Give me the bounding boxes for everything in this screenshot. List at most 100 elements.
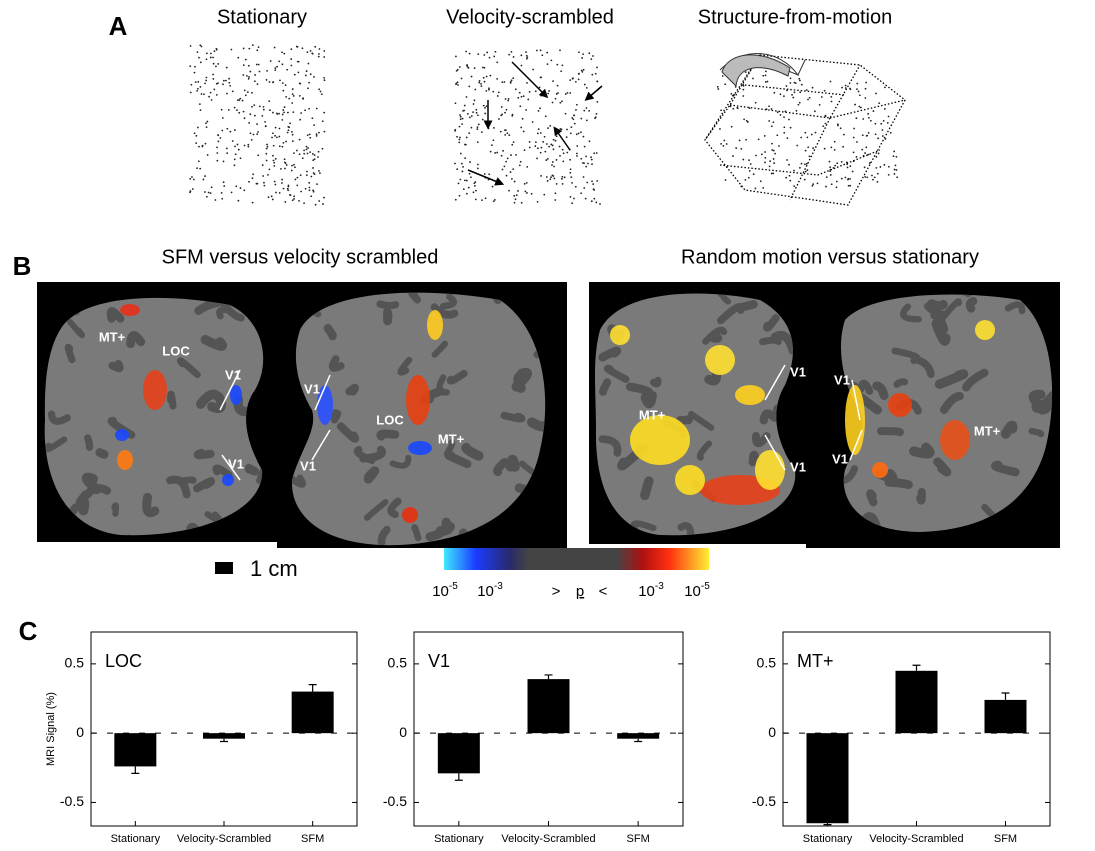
dot xyxy=(755,155,757,157)
dot xyxy=(783,126,785,128)
dot xyxy=(735,147,737,149)
dot xyxy=(773,162,775,164)
dot xyxy=(274,181,276,183)
chart-title: MT+ xyxy=(797,651,834,671)
dot xyxy=(540,175,542,177)
dot xyxy=(247,91,249,93)
dot xyxy=(830,146,832,148)
dot xyxy=(256,183,258,185)
dot xyxy=(197,88,199,90)
dot xyxy=(562,64,564,66)
dot xyxy=(294,166,296,168)
dot xyxy=(848,185,850,187)
dot xyxy=(303,202,305,204)
dot xyxy=(306,51,308,53)
dot xyxy=(459,195,461,197)
dot xyxy=(316,135,318,137)
dot xyxy=(578,79,580,81)
dot xyxy=(473,103,475,105)
dot xyxy=(504,112,506,114)
activation xyxy=(705,345,735,375)
dot xyxy=(457,81,459,83)
dot xyxy=(225,80,227,82)
dot xyxy=(864,97,866,99)
dot xyxy=(459,126,461,128)
dot xyxy=(306,146,308,148)
dot xyxy=(573,114,575,116)
dot xyxy=(201,93,203,95)
dot xyxy=(765,81,767,83)
dot xyxy=(323,77,325,79)
dot xyxy=(569,159,571,161)
dot xyxy=(290,58,292,60)
dot xyxy=(463,110,465,112)
dot xyxy=(590,156,592,158)
dot xyxy=(253,104,255,106)
dot xyxy=(292,111,294,113)
dot xyxy=(524,149,526,151)
dot xyxy=(829,170,831,172)
dot xyxy=(849,185,851,187)
dot xyxy=(517,190,519,192)
dot xyxy=(262,164,264,166)
dot xyxy=(264,121,266,123)
dot xyxy=(501,106,503,108)
dot xyxy=(306,171,308,173)
base: 10 xyxy=(684,583,701,600)
dot xyxy=(229,85,231,87)
dot xyxy=(864,166,866,168)
dot xyxy=(764,151,766,153)
dot xyxy=(228,82,230,84)
dot xyxy=(841,178,843,180)
dot xyxy=(742,89,744,91)
dot xyxy=(194,72,196,74)
dot xyxy=(490,151,492,153)
dot xyxy=(292,199,294,201)
x-tick-label: Stationary xyxy=(434,833,484,845)
sulcus xyxy=(80,495,85,502)
dot xyxy=(291,65,293,67)
dot xyxy=(506,109,508,111)
dot xyxy=(221,109,223,111)
dot xyxy=(556,64,558,66)
sulcus xyxy=(414,528,418,538)
dot xyxy=(297,177,299,179)
dot xyxy=(870,120,872,122)
dot xyxy=(476,128,478,130)
dot xyxy=(824,148,826,150)
dot xyxy=(290,48,292,50)
dot xyxy=(792,97,794,99)
dot xyxy=(285,141,287,143)
dot xyxy=(526,182,528,184)
dot xyxy=(834,141,836,143)
dot xyxy=(576,145,578,147)
dot xyxy=(466,96,468,98)
dot xyxy=(559,49,561,51)
sulcus xyxy=(328,328,333,336)
dot xyxy=(308,108,310,110)
dot xyxy=(597,80,599,82)
error-bar xyxy=(545,675,553,679)
dot xyxy=(205,143,207,145)
dot xyxy=(504,81,506,83)
activation xyxy=(975,320,995,340)
dot xyxy=(313,191,315,193)
dot xyxy=(596,67,598,69)
dot xyxy=(193,179,195,181)
dot xyxy=(583,176,585,178)
dot xyxy=(522,118,524,120)
dot xyxy=(282,109,284,111)
dot xyxy=(215,65,217,67)
dot xyxy=(214,50,216,52)
dot xyxy=(559,155,561,157)
dot xyxy=(460,118,462,120)
dot xyxy=(256,64,258,66)
dot xyxy=(217,141,219,143)
relation: p xyxy=(576,583,584,600)
dot xyxy=(205,80,207,82)
dot xyxy=(282,90,284,92)
dot xyxy=(559,146,561,148)
dot xyxy=(576,155,578,157)
dot xyxy=(228,78,230,80)
x-tick-label: Velocity-Scrambled xyxy=(501,833,595,845)
